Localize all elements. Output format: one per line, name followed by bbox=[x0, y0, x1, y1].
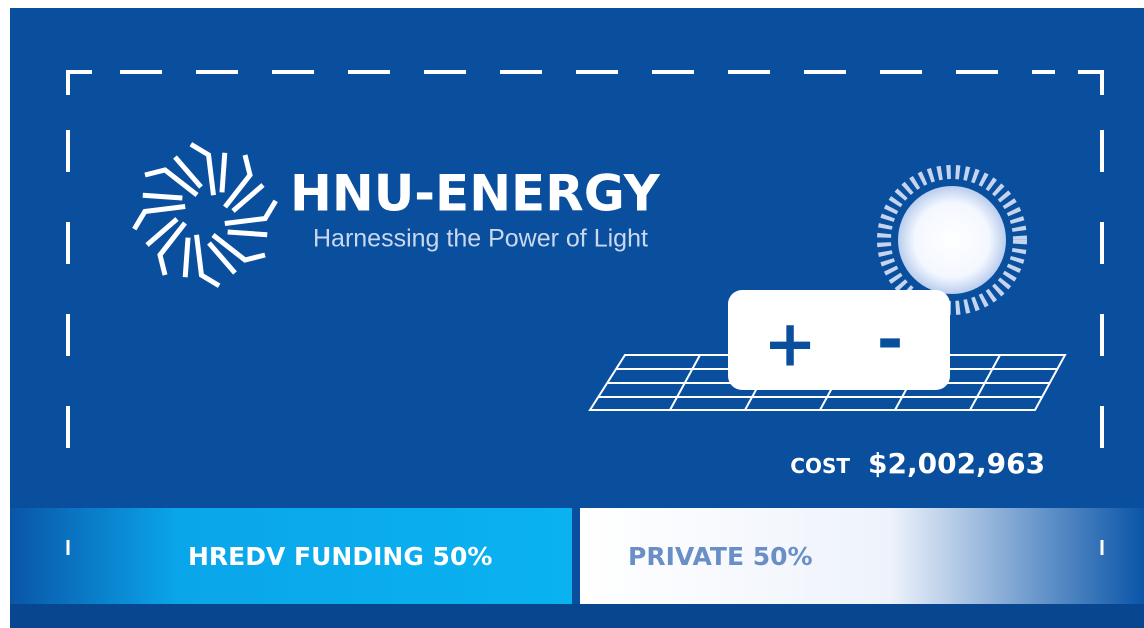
control-box bbox=[728, 290, 950, 390]
cost-value: $2,002,963 bbox=[868, 447, 1045, 480]
logo-name: HNU-ENERGY bbox=[290, 165, 661, 223]
banner: HNU-ENERGY Harnessing the Power of Light… bbox=[0, 0, 1144, 628]
private-funding-label: PRIVATE 50% bbox=[628, 542, 813, 571]
page: HNU-ENERGY Harnessing the Power of Light… bbox=[0, 0, 1144, 628]
public-funding-label: HREDV FUNDING 50% bbox=[188, 542, 492, 571]
logo-tagline: Harnessing the Power of Light bbox=[313, 225, 648, 253]
cost-label: cost bbox=[790, 447, 850, 480]
footer-strip bbox=[10, 604, 1144, 628]
decrease-button[interactable]: - bbox=[877, 304, 904, 378]
increase-button[interactable]: + bbox=[763, 308, 817, 382]
